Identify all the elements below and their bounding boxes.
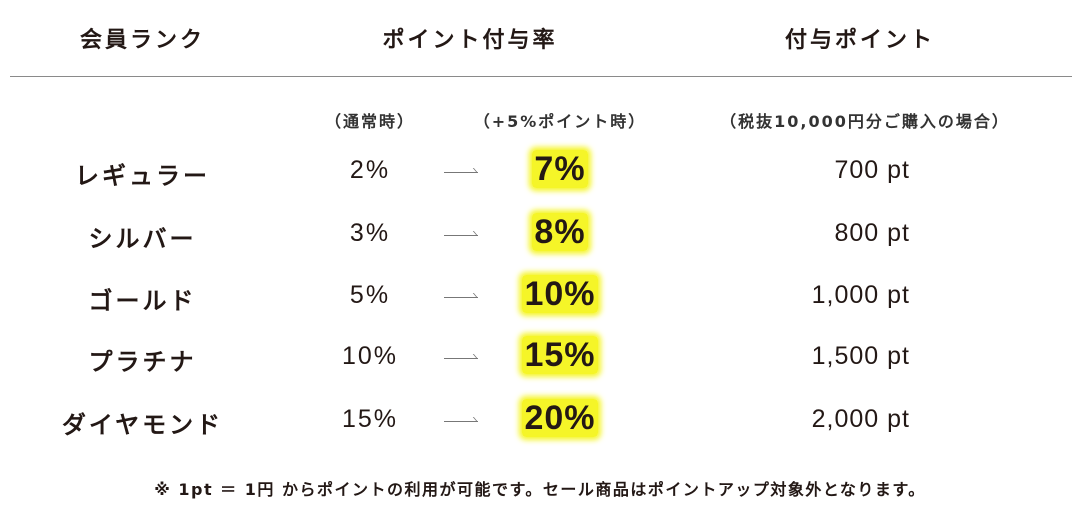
header-member-rank: 会員ランク [79, 28, 205, 53]
subheader-points: （税抜10,000円分ご購入の場合） [720, 112, 1010, 131]
rank-name: ゴールド [88, 287, 197, 315]
footnote: ※ 1pt ＝ 1円 からポイントの利用が可能です。セール商品はポイントアップ対… [154, 480, 926, 499]
boost-rate-value: 20% [522, 399, 598, 437]
arrow-icon [444, 358, 478, 359]
base-rate: 15% [341, 405, 399, 433]
header-divider [10, 76, 1072, 77]
granted-points: 1,000 pt [811, 281, 910, 309]
base-rate: 5% [349, 281, 391, 309]
table-row: レギュラー 2% 7% 700 pt [0, 148, 1080, 198]
boost-rate: 15% [490, 336, 630, 375]
rank-name: レギュラー [75, 162, 210, 190]
table-header: 会員ランク ポイント付与率 付与ポイント [0, 0, 1080, 78]
base-rate: 3% [349, 219, 391, 247]
subheader-normal: （通常時） [324, 112, 415, 131]
rank-name: プラチナ [88, 348, 197, 376]
arrow-icon [444, 172, 478, 173]
granted-points: 1,500 pt [811, 342, 910, 370]
boost-rate: 20% [490, 399, 630, 438]
boost-rate: 7% [490, 150, 630, 189]
table-row: プラチナ 10% 15% 1,500 pt [0, 334, 1080, 384]
boost-rate: 10% [490, 275, 630, 314]
arrow-icon [444, 297, 478, 298]
boost-rate-value: 7% [532, 150, 588, 188]
boost-rate-value: 10% [522, 275, 598, 313]
header-point-rate: ポイント付与率 [382, 28, 558, 53]
boost-rate-value: 8% [532, 213, 588, 251]
table-row: ゴールド 5% 10% 1,000 pt [0, 273, 1080, 323]
table-row: ダイヤモンド 15% 20% 2,000 pt [0, 397, 1080, 447]
rank-name: シルバー [88, 225, 197, 253]
base-rate: 10% [341, 342, 399, 370]
base-rate: 2% [349, 156, 391, 184]
arrow-icon [444, 235, 478, 236]
boost-rate-value: 15% [522, 336, 598, 374]
boost-rate: 8% [490, 213, 630, 252]
granted-points: 700 pt [834, 156, 910, 184]
arrow-icon [444, 421, 478, 422]
table-row: シルバー 3% 8% 800 pt [0, 211, 1080, 261]
subheader-boost: （+5%ポイント時） [473, 112, 647, 131]
granted-points: 800 pt [834, 219, 910, 247]
rank-name: ダイヤモンド [61, 411, 224, 439]
header-granted-points: 付与ポイント [784, 28, 935, 53]
granted-points: 2,000 pt [811, 405, 910, 433]
